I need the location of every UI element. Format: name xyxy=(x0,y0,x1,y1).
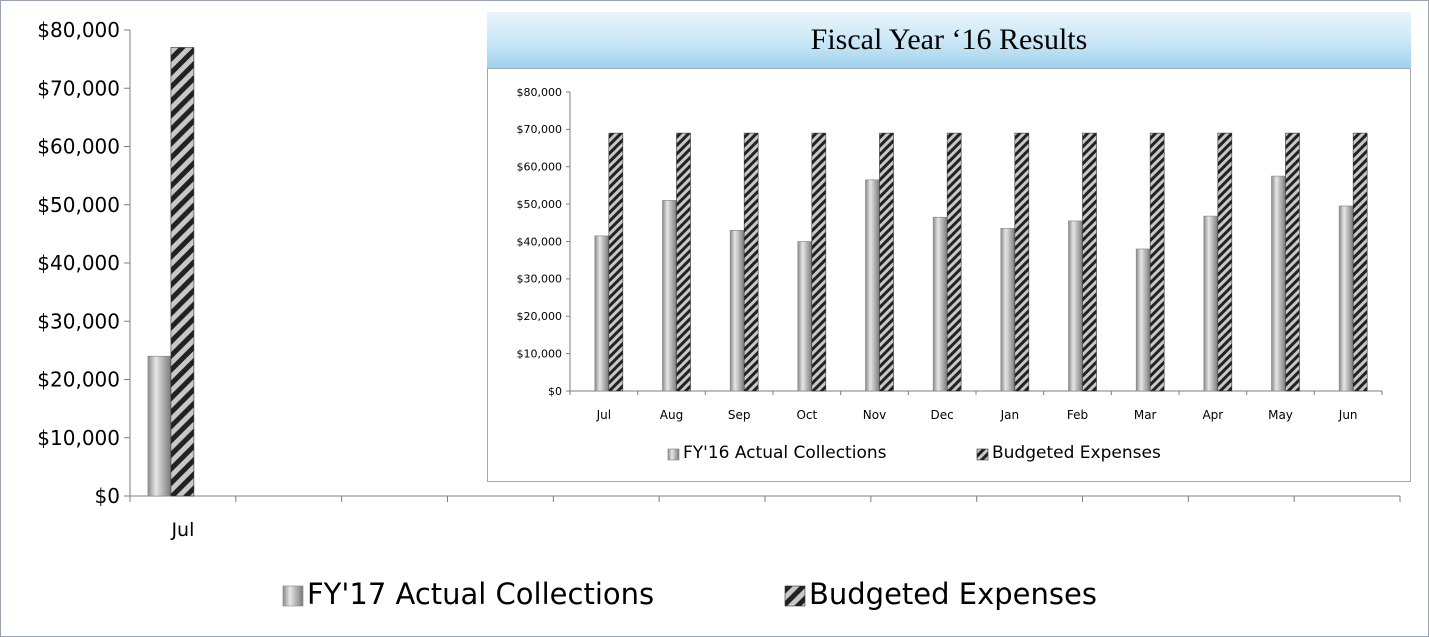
x-tick-label: Feb xyxy=(1067,408,1088,422)
x-tick-label: Oct xyxy=(796,408,817,422)
bar-budgeted-expenses xyxy=(1082,132,1097,392)
y-tick-label: $10,000 xyxy=(37,426,120,450)
bar-budgeted-expenses xyxy=(811,132,827,392)
bar-actual-collections xyxy=(147,355,172,497)
bar-budgeted-expenses xyxy=(879,132,894,392)
bar-budgeted-expenses xyxy=(743,132,759,392)
bar-actual-collections xyxy=(1271,175,1286,392)
legend-label-actual: FY'16 Actual Collections xyxy=(683,443,887,463)
bar-actual-collections xyxy=(1000,228,1016,392)
bar-budgeted-expenses xyxy=(676,132,691,392)
legend-label-actual: FY'17 Actual Collections xyxy=(307,577,654,611)
fy16-chart: $0 $10,000 $20,000 $30,000 $40,000 $50,000 $60… xyxy=(517,86,1383,463)
y-tick-label: $50,000 xyxy=(517,198,563,211)
bar-budgeted-expenses xyxy=(1352,132,1368,392)
bar-actual-collections xyxy=(932,216,948,392)
bar-budgeted-expenses xyxy=(1014,132,1030,392)
bar-budgeted-expenses xyxy=(1285,132,1300,392)
inset-chart-panel: $0 $10,000 $20,000 $30,000 $40,000 $50,000 $60… xyxy=(487,68,1411,482)
x-tick-label: Jul xyxy=(170,519,194,541)
bar-budgeted-expenses xyxy=(170,47,195,497)
y-tick-label: $10,000 xyxy=(517,347,563,360)
bar-actual-collections xyxy=(662,200,677,392)
bar-budgeted-expenses xyxy=(1217,132,1233,392)
bar-actual-collections xyxy=(797,241,813,392)
bar-actual-collections xyxy=(1068,220,1083,392)
y-tick-label: $40,000 xyxy=(37,251,120,275)
y-tick-label: $20,000 xyxy=(37,368,120,392)
bar-actual-collections xyxy=(1203,215,1219,392)
y-tick-label: $0 xyxy=(548,385,562,398)
bar-actual-collections xyxy=(1135,248,1151,392)
y-tick-label: $80,000 xyxy=(37,18,120,42)
y-tick-label: $0 xyxy=(95,484,120,508)
y-tick-label: $60,000 xyxy=(517,161,563,174)
x-tick-label: May xyxy=(1268,408,1293,422)
y-tick-label: $50,000 xyxy=(37,193,120,217)
y-tick-label: $70,000 xyxy=(37,76,120,100)
bar-actual-collections xyxy=(1338,205,1354,392)
bar-actual-collections xyxy=(594,235,610,392)
x-tick-label: Jan xyxy=(1000,408,1020,422)
y-tick-label: $70,000 xyxy=(517,123,563,136)
x-tick-label: Jun xyxy=(1338,408,1358,422)
y-tick-label: $40,000 xyxy=(517,235,563,248)
legend-swatch-budget xyxy=(976,448,989,461)
bar-actual-collections xyxy=(729,229,745,392)
y-tick-label: $20,000 xyxy=(517,310,563,323)
legend-label-budget: Budgeted Expenses xyxy=(809,577,1097,611)
bar-budgeted-expenses xyxy=(946,132,962,392)
bar-actual-collections xyxy=(865,179,880,392)
x-tick-label: Sep xyxy=(728,408,751,422)
legend-swatch-actual xyxy=(282,585,304,607)
bar-budgeted-expenses xyxy=(608,132,624,392)
x-tick-label: Apr xyxy=(1202,408,1223,422)
legend-swatch-budget xyxy=(784,585,806,607)
legend-label-budget: Budgeted Expenses xyxy=(992,443,1161,463)
y-tick-label: $30,000 xyxy=(517,273,563,286)
y-tick-label: $30,000 xyxy=(37,309,120,333)
x-tick-label: Mar xyxy=(1134,408,1157,422)
bar-budgeted-expenses xyxy=(1149,132,1165,392)
inset-chart-title: Fiscal Year ‘16 Results xyxy=(487,12,1411,68)
x-tick-label: Jul xyxy=(596,408,611,422)
y-tick-label: $80,000 xyxy=(517,86,563,99)
x-tick-label: Aug xyxy=(660,408,683,422)
x-tick-label: Nov xyxy=(863,408,886,422)
legend-swatch-actual xyxy=(667,448,680,461)
x-tick-label: Dec xyxy=(931,408,954,422)
y-tick-label: $60,000 xyxy=(37,135,120,159)
